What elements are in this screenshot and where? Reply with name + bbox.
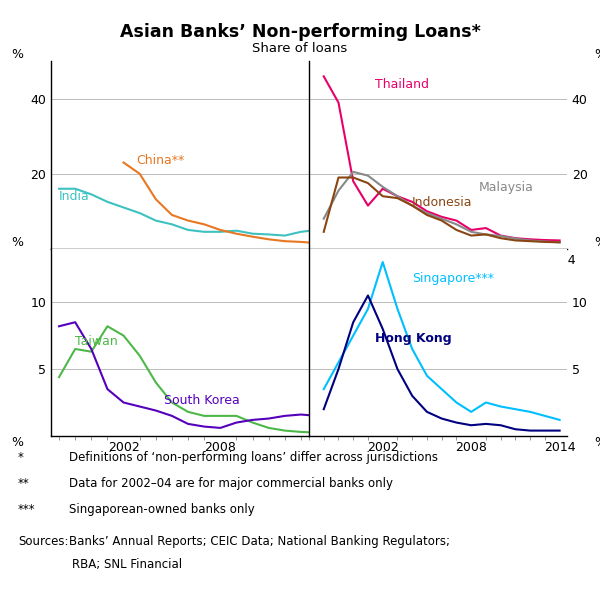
Text: %: % — [11, 236, 23, 249]
Text: Hong Kong: Hong Kong — [376, 332, 452, 345]
Text: Data for 2002–04 are for major commercial banks only: Data for 2002–04 are for major commercia… — [69, 477, 393, 490]
Text: **: ** — [18, 477, 30, 490]
Text: Singapore***: Singapore*** — [412, 272, 494, 285]
Text: India: India — [59, 190, 90, 203]
Text: China**: China** — [136, 154, 185, 168]
Text: RBA; SNL Financial: RBA; SNL Financial — [72, 558, 182, 570]
Text: ***: *** — [18, 503, 35, 516]
Text: Malaysia: Malaysia — [479, 181, 533, 193]
Text: Thailand: Thailand — [376, 77, 430, 91]
Text: Share of loans: Share of loans — [253, 42, 347, 55]
Text: %: % — [11, 436, 23, 449]
Text: Singaporean-owned banks only: Singaporean-owned banks only — [69, 503, 255, 516]
Text: Asian Banks’ Non-performing Loans*: Asian Banks’ Non-performing Loans* — [119, 23, 481, 41]
Text: %: % — [595, 436, 600, 449]
Text: *: * — [18, 451, 24, 464]
Text: Sources:: Sources: — [18, 535, 68, 548]
Text: Definitions of ‘non-performing loans’ differ across jurisdictions: Definitions of ‘non-performing loans’ di… — [69, 451, 438, 464]
Text: South Korea: South Korea — [164, 394, 239, 407]
Text: %: % — [595, 49, 600, 61]
Text: Indonesia: Indonesia — [412, 196, 473, 209]
Text: Banks’ Annual Reports; CEIC Data; National Banking Regulators;: Banks’ Annual Reports; CEIC Data; Nation… — [69, 535, 450, 548]
Text: %: % — [11, 49, 23, 61]
Text: %: % — [595, 236, 600, 249]
Text: Taiwan: Taiwan — [75, 335, 118, 348]
